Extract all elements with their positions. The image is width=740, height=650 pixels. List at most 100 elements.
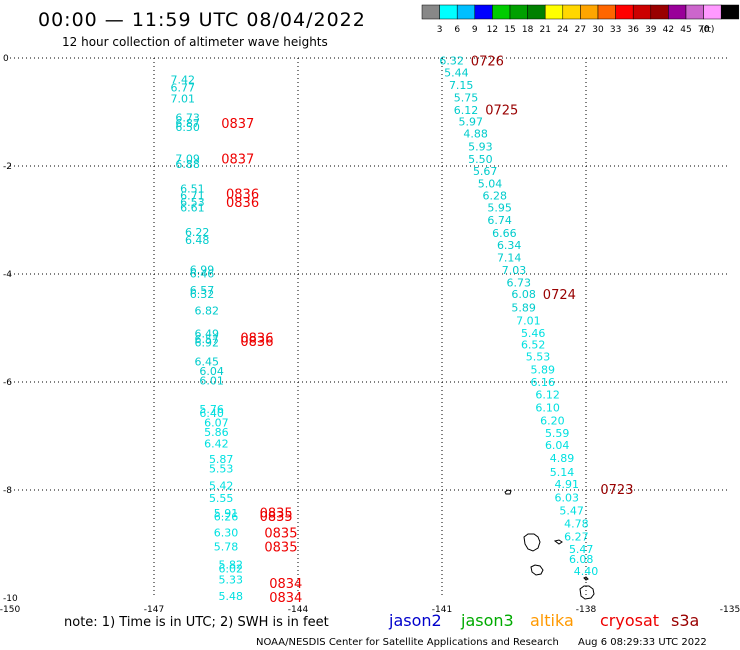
wave-height-label: 5.89: [511, 301, 536, 314]
wave-height-label: 5.76: [199, 403, 224, 416]
colorbar-tick-label: 9: [472, 25, 478, 35]
wave-height-label: 6.71: [180, 190, 205, 203]
wave-height-label: 5.47: [569, 543, 594, 556]
wave-height-label: 5.67: [473, 165, 498, 178]
legend-entry-jason2: jason2: [388, 611, 442, 630]
wave-height-label: 6.73: [175, 111, 200, 124]
wave-height-label: 5.42: [209, 480, 234, 493]
wave-height-label: 6.32: [439, 55, 464, 68]
footer-credit: NOAA/NESDIS Center for Satellite Applica…: [256, 637, 559, 648]
colorbar-swatch: [456, 4, 476, 20]
pass-time-label: 0723: [600, 483, 633, 498]
pass-time-label: 0836: [240, 335, 273, 350]
island-outline: [523, 533, 541, 552]
colorbar-swatch: [544, 4, 564, 20]
x-tick-label: -150: [0, 605, 20, 615]
pass-time-label: 0725: [485, 103, 518, 118]
y-tick-label: -10: [3, 594, 18, 604]
x-tick-label: -141: [432, 605, 452, 615]
wave-height-label: 6.87: [175, 117, 200, 130]
wave-height-label: 5.82: [219, 559, 244, 572]
wave-height-label: 6.57: [190, 284, 215, 297]
wave-height-label: 4.78: [564, 517, 589, 530]
wave-height-label: 6.42: [204, 438, 229, 451]
wave-height-label: 7.09: [175, 152, 200, 165]
wave-height-label: 5.95: [487, 202, 512, 215]
wave-height-label: 6.22: [185, 226, 210, 239]
wave-height-label: 6.48: [185, 234, 210, 247]
pass-time-label: 0837: [221, 152, 254, 167]
colorbar-tick-label: 45: [680, 25, 691, 35]
wave-height-label: 5.04: [478, 177, 503, 190]
chart-title: 00:00 — 11:59 UTC 08/04/2022: [38, 9, 366, 31]
wave-height-label: 5.86: [204, 426, 229, 439]
island-outline: [579, 585, 595, 600]
wave-height-label: 4.40: [574, 565, 599, 578]
wave-height-label: 5.53: [209, 462, 234, 475]
wave-height-label: 7.14: [497, 251, 522, 264]
wave-height-label: 6.28: [483, 190, 508, 203]
colorbar-tick-label: 33: [610, 25, 621, 35]
grid-lines: [10, 57, 730, 598]
wave-height-label: 6.10: [535, 401, 560, 414]
colorbar-tick-label: 30: [592, 25, 604, 35]
y-tick-label: -2: [3, 162, 12, 172]
colorbar-swatch: [615, 4, 634, 20]
colorbar-swatch: [650, 4, 669, 20]
wave-height-label: 6.04: [545, 439, 570, 452]
wave-height-label: 7.01: [171, 93, 196, 106]
wave-height-label: 6.08: [569, 553, 594, 566]
x-tick-label: -147: [144, 605, 164, 615]
wave-height-label: 5.89: [531, 364, 556, 377]
wave-height-label: 5.97: [459, 116, 484, 129]
pass-time-label: 0835: [260, 507, 293, 522]
wave-height-label: 6.92: [195, 337, 220, 350]
axis-ticks: -150 -147 -144 -141 -138 -135 0 -2 -4 -6 -8 -10: [0, 54, 740, 615]
pass-time-label: 0834: [269, 591, 302, 606]
wave-height-label: 5.50: [468, 153, 493, 166]
footer-timestamp: Aug 6 08:29:33 UTC 2022: [578, 637, 707, 648]
footer-note: note: 1) Time is in UTC; 2) SWH is in fe…: [64, 615, 329, 630]
pass-time-label: 0836: [226, 196, 259, 211]
colorbar-swatch: [421, 4, 440, 20]
colorbar-swatch: [580, 4, 599, 20]
colorbar-swatch: [685, 4, 704, 20]
wave-height-label: 5.47: [559, 505, 584, 518]
wave-height-label: 6.12: [454, 104, 479, 117]
wave-height-label: 6.30: [214, 527, 239, 540]
colorbar-swatch: [492, 4, 511, 20]
wave-height-label: 5.59: [545, 427, 570, 440]
pass-time-label: 0835: [264, 541, 297, 556]
legend-entry-jason3: jason3: [460, 611, 514, 630]
colorbar-tick-label: 3: [437, 25, 443, 35]
colorbar-tick-label: 12: [487, 25, 498, 35]
wave-height-label: 5.91: [214, 507, 239, 520]
wave-height-label: 6.53: [180, 196, 205, 209]
island-outline: [530, 564, 544, 576]
pass-time-label: 0836: [226, 188, 259, 203]
colorbar-tick-label: 18: [522, 25, 534, 35]
wave-height-label: 7.03: [502, 264, 527, 277]
wave-height-label: 6.34: [497, 239, 522, 252]
colorbar-tick-label: 27: [575, 25, 586, 35]
colorbar-swatch: [632, 4, 652, 20]
colorbar-tick-label: 6: [454, 25, 460, 35]
colorbar-legend: 3 6 9 12 15 18 21 24 27 30 33 36 39 42 45 70(ft): [421, 4, 740, 35]
wave-height-label: 6.03: [555, 492, 580, 505]
colorbar-swatch: [703, 4, 722, 20]
wave-height-label: 5.33: [219, 574, 244, 587]
island-outline: [553, 539, 563, 545]
wave-height-label: 6.51: [180, 183, 205, 196]
wave-height-label: 4.88: [463, 128, 488, 141]
wave-height-label: 6.20: [540, 414, 565, 427]
wave-height-label: 6.45: [195, 355, 220, 368]
island-outline: [504, 489, 512, 495]
wave-height-label: 6.61: [180, 202, 205, 215]
pass-time-label: 0835: [264, 527, 297, 542]
colorbar-tick-label: 21: [539, 25, 550, 35]
wave-height-label: 7.15: [449, 79, 474, 92]
wave-height-label: 5.87: [209, 453, 234, 466]
colorbar-swatch: [668, 4, 687, 20]
wave-height-label: 4.89: [550, 452, 575, 465]
